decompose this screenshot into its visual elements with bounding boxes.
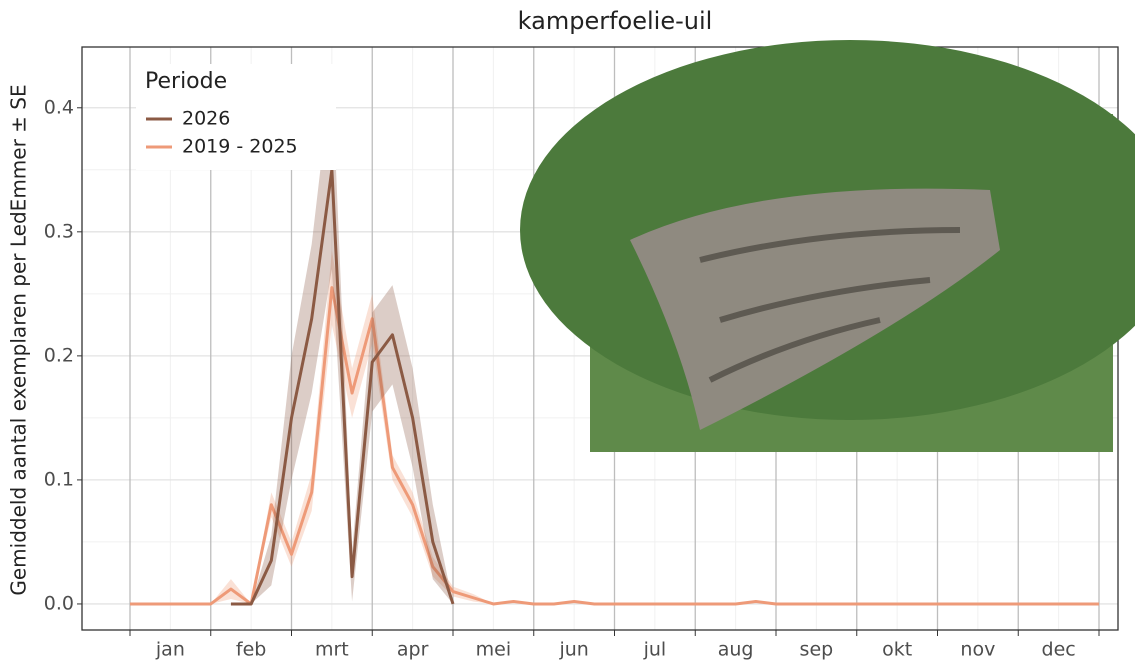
x-tick-label: okt (882, 639, 912, 661)
photo (520, 40, 1135, 452)
x-tick-label: nov (960, 639, 995, 661)
x-tick-label: mrt (315, 639, 349, 661)
legend: Periode 2026 2019 - 2025 (136, 64, 336, 170)
chart: kamperfoelie-uil Gemiddeld aantal exempl… (0, 0, 1135, 665)
chart-title: kamperfoelie-uil (518, 7, 713, 35)
legend-label: 2026 (182, 108, 230, 130)
y-tick-label: 0.3 (44, 220, 74, 242)
y-tick-label: 0.2 (44, 344, 74, 366)
x-tick-label: aug (718, 639, 754, 661)
legend-title: Periode (145, 69, 227, 94)
y-tick-label: 0.1 (44, 468, 74, 490)
x-tick-label: sep (800, 639, 834, 661)
x-tick-label: jul (643, 639, 667, 661)
y-tick-label: 0.0 (44, 592, 74, 614)
x-tick-label: apr (397, 639, 429, 661)
x-tick-label: feb (236, 639, 266, 661)
x-tick-label: dec (1042, 639, 1076, 661)
x-tick-label: mei (476, 639, 511, 661)
y-tick-label: 0.4 (44, 96, 74, 118)
y-axis-label: Gemiddeld aantal exemplaren per LedEmmer… (7, 84, 31, 595)
x-tick-label: jan (155, 639, 185, 661)
x-tick-label: jun (558, 639, 588, 661)
legend-label: 2019 - 2025 (182, 136, 298, 158)
